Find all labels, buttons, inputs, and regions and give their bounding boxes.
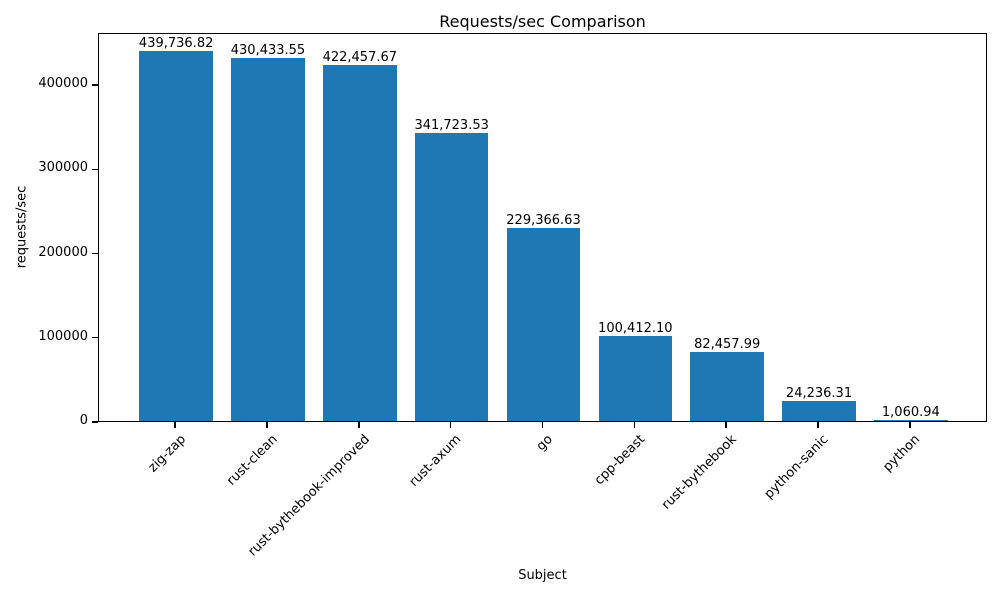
bar-value-label: 341,723.53 (414, 118, 489, 134)
y-tick-mark (92, 168, 98, 170)
y-tick-label: 200000 (38, 244, 88, 260)
bar-value-label: 82,457.99 (694, 336, 761, 352)
x-tick-mark (909, 422, 911, 428)
bar (323, 65, 397, 421)
x-tick-mark (174, 422, 176, 428)
x-tick-label: python-sanic (761, 432, 832, 502)
x-tick-label: rust-clean (223, 432, 281, 489)
bar-value-label: 229,366.63 (506, 212, 581, 228)
y-tick-mark (92, 252, 98, 255)
plot-area: 439,736.82 430,433.55 422,457.67 341,723.53… (98, 33, 987, 422)
x-tick-mark (633, 422, 636, 428)
bar (598, 336, 673, 421)
bar-value-label: 1,060.94 (881, 404, 940, 420)
bar (690, 351, 764, 421)
y-tick-mark (92, 337, 98, 339)
x-tick-mark (541, 422, 544, 428)
x-tick-label: rust-axum (406, 432, 465, 490)
y-tick-label: 300000 (38, 160, 88, 176)
y-tick-mark (92, 84, 98, 86)
x-tick-label: rust-bythebook (659, 432, 740, 513)
x-tick-mark (358, 422, 360, 428)
bar-value-label: 439,736.82 (138, 35, 214, 51)
bar (782, 400, 856, 421)
bar (231, 58, 305, 421)
y-tick-label: 0 (79, 413, 88, 428)
x-tick-label: zig-zap (145, 432, 189, 476)
x-tick-mark (449, 422, 452, 428)
bar-value-label: 430,433.55 (230, 43, 306, 59)
bar (874, 419, 948, 421)
bar-value-label: 422,457.67 (322, 50, 398, 66)
bar (414, 133, 489, 421)
x-tick-label: cpp-beast (591, 432, 648, 489)
y-tick-label: 100000 (38, 328, 88, 344)
x-tick-mark (725, 422, 727, 428)
y-tick-mark (92, 421, 98, 423)
x-tick-label: go (534, 432, 557, 455)
bar-value-label: 24,236.31 (785, 385, 853, 401)
chart-title: Requests/sec Comparison (439, 12, 646, 31)
y-tick-label: 400000 (38, 76, 88, 91)
bar-value-label: 100,412.10 (598, 321, 673, 337)
x-tick-label: python (880, 432, 924, 475)
bar (139, 50, 213, 421)
bar (506, 227, 581, 421)
x-tick-mark (817, 422, 819, 428)
x-axis-label: Subject (518, 568, 567, 583)
x-tick-mark (266, 422, 268, 428)
